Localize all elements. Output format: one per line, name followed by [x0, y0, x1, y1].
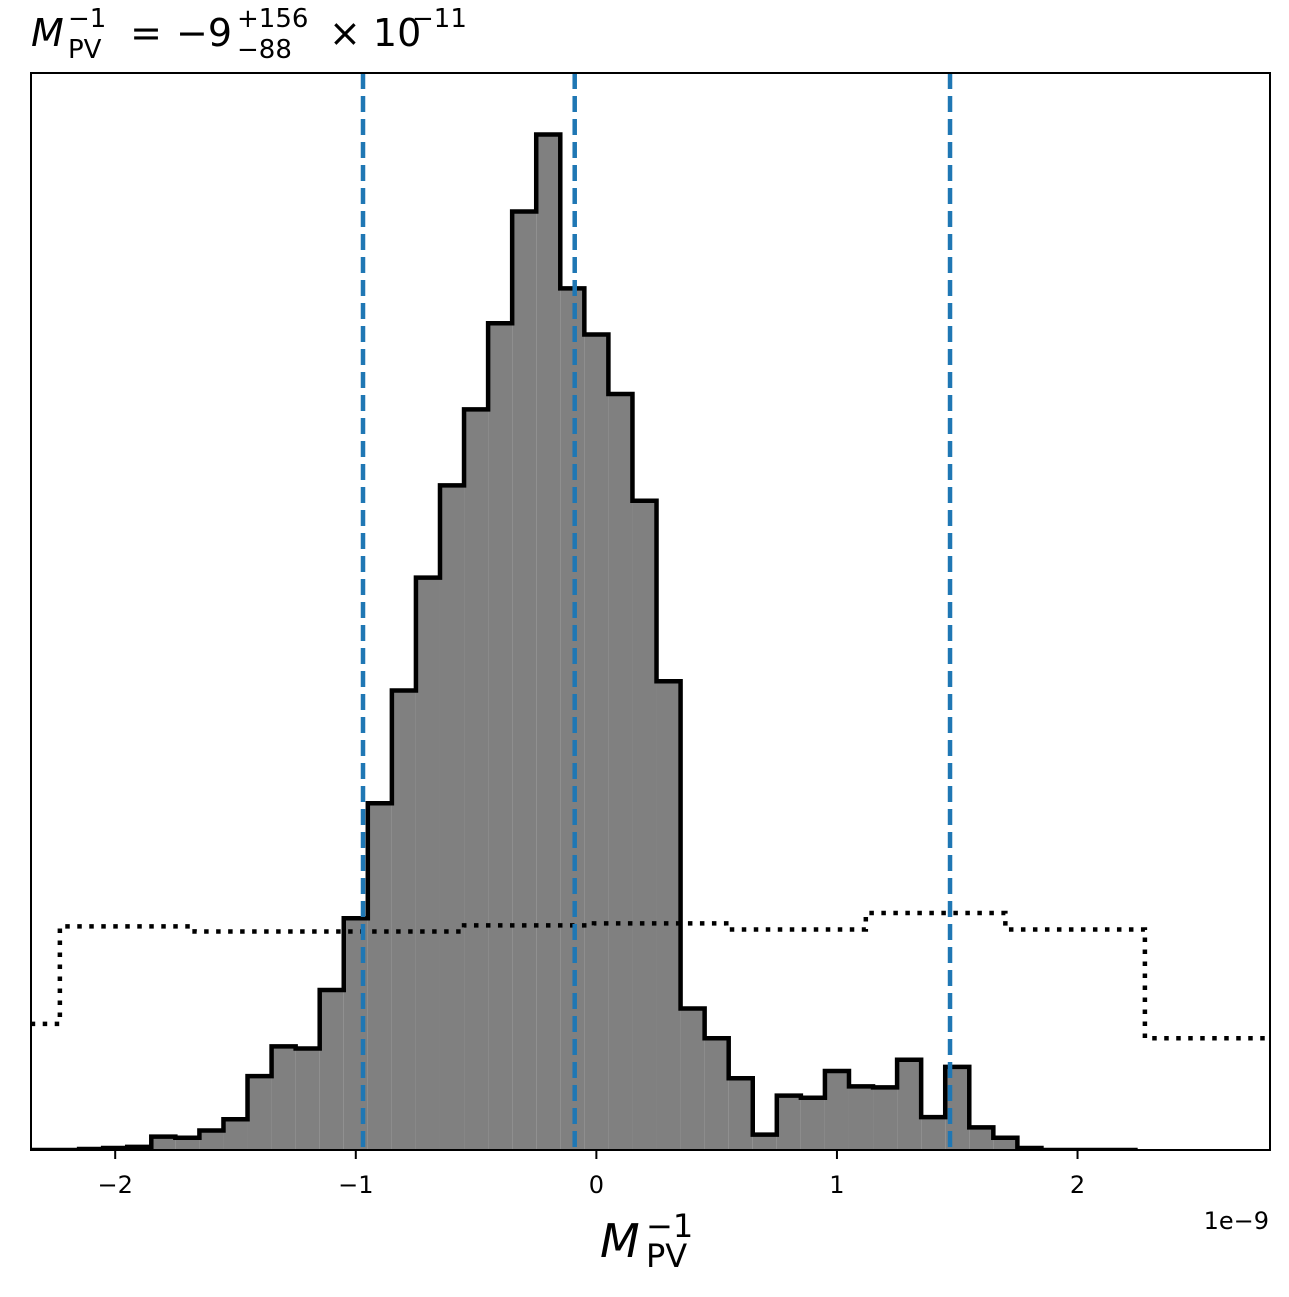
posterior-bar	[584, 334, 609, 1150]
posterior-bar	[873, 1087, 898, 1150]
x-tick-label: 1	[829, 1171, 844, 1199]
posterior-bar	[223, 1119, 248, 1150]
posterior-bar	[560, 288, 585, 1150]
x-axis-offset-text: 1e−9	[1204, 1207, 1269, 1235]
chart-title: M −1 PV = −9 +156 −88 × 10 −11	[31, 4, 467, 65]
posterior-bar	[969, 1127, 994, 1150]
posterior-bar	[728, 1078, 753, 1150]
title-equals: =	[118, 11, 174, 55]
posterior-bar	[704, 1038, 729, 1150]
posterior-bar	[824, 1071, 849, 1150]
title-symbol-superscript: −1	[68, 4, 106, 34]
posterior-bar	[295, 1048, 320, 1150]
title-symbol-subscript: PV	[68, 35, 102, 65]
xlabel-subscript: PV	[646, 1237, 687, 1275]
posterior-bar	[752, 1134, 777, 1150]
posterior-bar	[199, 1130, 224, 1150]
posterior-bar	[151, 1136, 176, 1150]
posterior-bar	[608, 394, 633, 1150]
xlabel-superscript: −1	[646, 1207, 693, 1245]
x-axis-label: M −1 PV	[600, 1207, 693, 1275]
posterior-bar	[391, 690, 416, 1150]
posterior-outline	[31, 132, 1138, 1150]
posterior-bar	[439, 485, 465, 1150]
x-tick-label: 2	[1070, 1171, 1085, 1199]
posterior-bar	[271, 1046, 296, 1150]
posterior-bar	[680, 1008, 705, 1150]
posterior-bar	[897, 1059, 922, 1150]
title-symbol: M	[31, 11, 64, 55]
x-tick-label: −1	[338, 1171, 373, 1199]
title-exponent: −11	[412, 4, 467, 34]
posterior-bar	[536, 134, 561, 1150]
posterior-bar	[512, 211, 537, 1150]
posterior-bar	[175, 1137, 200, 1150]
axes-frame	[30, 72, 1271, 1151]
posterior-bar	[488, 323, 513, 1150]
title-lower-error: −88	[237, 35, 292, 65]
plot-area: −2 −1 0 1 2	[30, 72, 1271, 1199]
plot-content	[31, 73, 1270, 1150]
x-tick-label: 0	[589, 1171, 604, 1199]
posterior-bar	[464, 409, 489, 1150]
title-value: −9	[176, 11, 232, 55]
posterior-bar	[993, 1137, 1018, 1150]
posterior-bar	[800, 1097, 825, 1150]
x-tick-label: −2	[98, 1171, 133, 1199]
posterior-bar	[921, 1117, 946, 1150]
title-multiplier: × 10	[329, 11, 421, 55]
posterior-bar	[415, 577, 440, 1150]
posterior-bar	[848, 1086, 874, 1150]
posterior-bar	[656, 681, 681, 1150]
posterior-bar	[367, 803, 392, 1150]
posterior-bar	[319, 989, 344, 1150]
prior-outline	[31, 910, 1270, 1041]
title-upper-error: +156	[237, 4, 308, 34]
posterior-bar	[632, 500, 657, 1150]
xlabel-symbol: M	[600, 1214, 640, 1268]
posterior-bar	[776, 1095, 801, 1150]
posterior-bar	[247, 1076, 272, 1150]
